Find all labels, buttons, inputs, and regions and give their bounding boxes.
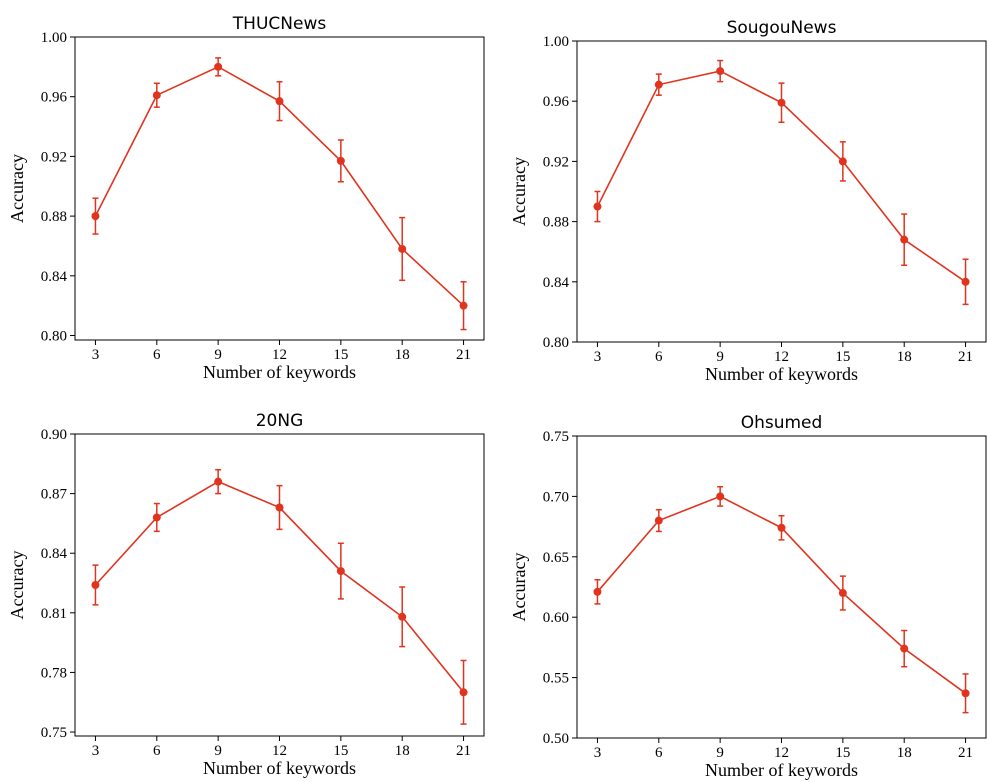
x-tick-label: 18 (395, 743, 410, 759)
x-tick-label: 6 (655, 745, 663, 761)
data-point (716, 67, 725, 76)
chart-title: SougouNews (727, 18, 837, 38)
data-point (152, 513, 161, 522)
y-tick-label: 0.90 (41, 427, 67, 443)
data-point (214, 62, 223, 71)
y-tick-label: 0.75 (41, 725, 67, 741)
y-tick-label: 0.65 (543, 550, 569, 566)
x-tick-label: 3 (594, 745, 602, 761)
chart-title: THUCNews (232, 14, 327, 34)
chart-panel-3: 20NG 3 6 9 12 15 18 21 0.75 0.78 0.81 0.84 0.87 0.90 N… (7, 411, 485, 778)
x-tick-label: 3 (92, 347, 100, 363)
y-tick-label: 0.92 (41, 149, 67, 165)
chart-title: 20NG (256, 411, 304, 431)
chart-panel-1: THUCNews 3 6 9 12 15 18 21 0.80 0.84 0.88 0.92 0.96 1… (7, 14, 485, 382)
data-point (654, 516, 663, 525)
data-point (91, 212, 100, 221)
y-tick-label: 0.75 (543, 429, 569, 445)
plot-frame (576, 435, 987, 739)
data-point (593, 202, 602, 211)
data-point (336, 567, 345, 576)
data-point (961, 689, 970, 698)
x-tick-label: 9 (716, 349, 724, 365)
plot-frame (74, 433, 485, 737)
y-tick-label: 0.80 (543, 335, 569, 351)
y-axis-label: Accuracy (7, 551, 27, 620)
y-tick-label: 0.70 (543, 489, 569, 505)
x-tick-label: 21 (958, 349, 973, 365)
x-tick-label: 18 (897, 745, 912, 761)
data-point (716, 492, 725, 501)
x-tick-label: 6 (153, 347, 161, 363)
data-point (275, 503, 284, 512)
x-tick-label: 9 (716, 745, 724, 761)
y-tick-label: 0.80 (41, 329, 67, 345)
x-tick-label: 21 (958, 745, 973, 761)
y-tick-label: 0.60 (543, 610, 569, 626)
y-tick-label: 0.88 (543, 215, 569, 231)
x-tick-label: 9 (214, 347, 222, 363)
x-tick-label: 3 (594, 349, 602, 365)
data-point (654, 80, 663, 89)
y-tick-label: 0.96 (41, 90, 68, 106)
data-point (777, 523, 786, 532)
y-tick-label: 0.87 (41, 487, 68, 503)
x-axis-label: Number of keywords (705, 364, 858, 384)
data-point (777, 98, 786, 107)
y-tick-label: 0.55 (543, 671, 569, 687)
x-tick-label: 21 (456, 743, 471, 759)
x-tick-label: 6 (153, 743, 161, 759)
y-tick-label: 1.00 (543, 34, 569, 50)
data-point (838, 157, 847, 166)
x-axis-label: Number of keywords (203, 362, 356, 382)
data-point (214, 477, 223, 486)
data-point (459, 688, 468, 697)
chart-panel-4: Ohsumed 3 6 9 12 15 18 21 0.50 0.55 0.60 0.65 0.70 0.… (509, 413, 987, 780)
y-tick-label: 0.81 (41, 606, 67, 622)
data-point (275, 97, 284, 106)
x-tick-label: 9 (214, 743, 222, 759)
x-axis-label: Number of keywords (203, 758, 356, 778)
data-point (91, 581, 100, 589)
y-tick-label: 0.96 (543, 94, 570, 110)
y-tick-label: 0.88 (41, 209, 67, 225)
y-tick-label: 0.84 (543, 275, 570, 291)
y-tick-label: 0.84 (41, 269, 68, 285)
data-point (593, 587, 602, 596)
x-tick-label: 12 (774, 745, 789, 761)
data-point (152, 91, 161, 100)
x-tick-label: 18 (897, 349, 912, 365)
x-tick-label: 12 (272, 347, 287, 363)
y-tick-label: 0.84 (41, 546, 68, 562)
y-axis-label: Accuracy (509, 157, 529, 226)
x-tick-label: 21 (456, 347, 471, 363)
x-tick-label: 6 (655, 349, 663, 365)
data-point (398, 612, 407, 621)
x-tick-label: 3 (92, 743, 100, 759)
x-axis-label: Number of keywords (705, 760, 858, 780)
x-tick-label: 12 (774, 349, 789, 365)
data-point (336, 156, 345, 165)
y-tick-label: 0.50 (543, 731, 569, 747)
data-point (838, 589, 847, 598)
chart-title: Ohsumed (741, 413, 823, 433)
x-tick-label: 15 (333, 743, 348, 759)
x-tick-label: 15 (333, 347, 348, 363)
x-tick-label: 15 (835, 349, 850, 365)
y-axis-label: Accuracy (7, 154, 27, 223)
x-tick-label: 15 (835, 745, 850, 761)
data-point (459, 301, 468, 310)
y-tick-label: 0.92 (543, 154, 569, 170)
x-tick-label: 18 (395, 347, 410, 363)
data-point (398, 244, 407, 253)
data-point (961, 277, 970, 286)
y-axis-label: Accuracy (509, 553, 529, 622)
data-point (900, 644, 909, 653)
chart-panel-2: SougouNews 3 6 9 12 15 18 21 0.80 0.84 0.88 0.92 0.9… (509, 18, 987, 384)
y-tick-label: 0.78 (41, 665, 67, 681)
x-tick-label: 12 (272, 743, 287, 759)
data-point (900, 235, 909, 244)
y-tick-label: 1.00 (41, 30, 67, 46)
